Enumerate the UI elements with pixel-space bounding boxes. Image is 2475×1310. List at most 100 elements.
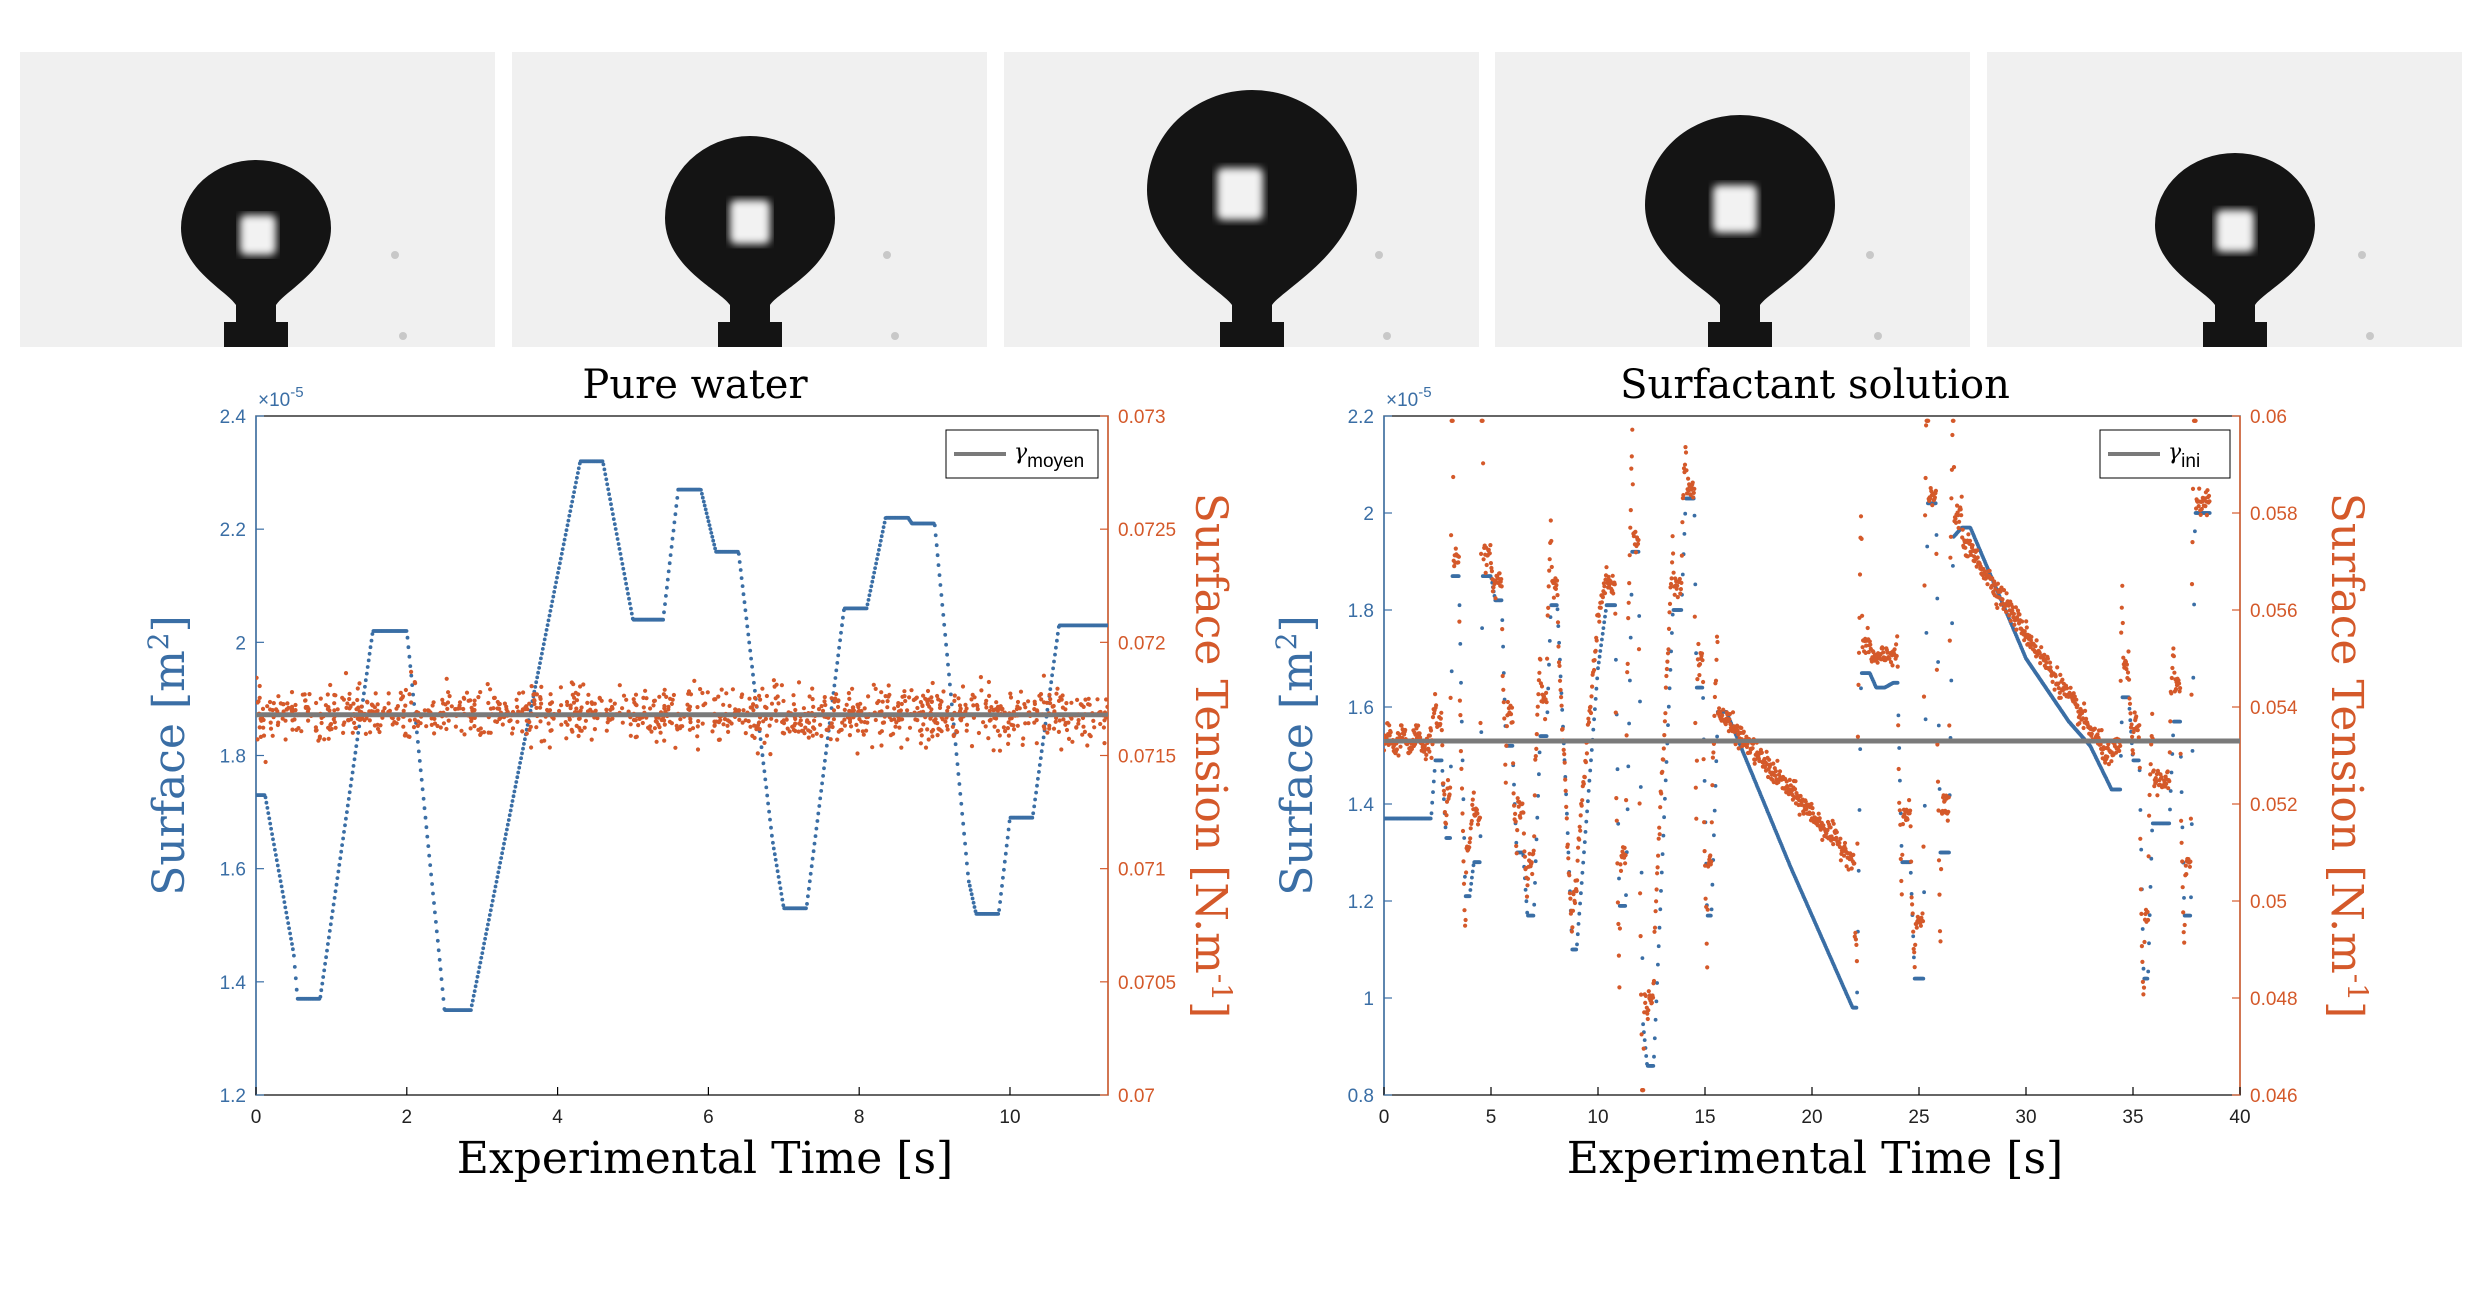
surface-point xyxy=(820,781,824,786)
surface-point xyxy=(1663,778,1668,783)
tension-point xyxy=(1663,711,1668,716)
tension-point xyxy=(1924,423,1929,428)
tension-point xyxy=(1817,816,1822,821)
surface-point xyxy=(1935,596,1940,601)
tension-point xyxy=(1860,613,1865,618)
surface-point xyxy=(1660,852,1665,856)
surface-point xyxy=(1576,922,1581,926)
tension-point xyxy=(1581,781,1586,787)
surface-point xyxy=(419,777,424,782)
tension-point xyxy=(1907,798,1912,803)
surface-point xyxy=(834,668,839,673)
x-tick-label: 6 xyxy=(703,1107,714,1128)
tension-point xyxy=(1510,720,1515,725)
surface-point xyxy=(945,652,949,657)
tension-point xyxy=(1582,775,1587,780)
surface-point xyxy=(2169,770,2174,775)
tension-point xyxy=(1946,809,1951,814)
tension-point xyxy=(995,728,1001,734)
surface-point xyxy=(1937,787,1942,791)
surface-point xyxy=(778,886,783,891)
tension-point xyxy=(857,717,862,722)
surface-point xyxy=(1670,612,1675,617)
tension-point xyxy=(1514,843,1519,849)
surface-point xyxy=(523,737,527,742)
surface-point xyxy=(494,879,499,884)
tension-point xyxy=(1638,891,1643,896)
surface-point xyxy=(1642,1038,1647,1042)
tension-point xyxy=(819,733,824,739)
tension-point xyxy=(1694,816,1699,821)
surface-point xyxy=(866,598,871,602)
tension-point xyxy=(1467,840,1472,845)
surface-point xyxy=(368,645,373,650)
tension-point xyxy=(1894,642,1899,647)
surface-point xyxy=(364,671,369,676)
surface-point xyxy=(880,529,885,534)
surface-point xyxy=(1523,887,1528,892)
surface-point xyxy=(326,942,330,946)
tension-point xyxy=(2126,677,2132,682)
surface-point xyxy=(1531,913,1536,918)
surface-point xyxy=(2191,675,2196,680)
surface-point xyxy=(1627,721,1631,726)
y-right-tick-label: 0.048 xyxy=(2250,989,2298,1010)
surface-point xyxy=(833,676,838,680)
surface-point xyxy=(1922,803,1927,808)
tension-point xyxy=(935,733,940,738)
surface-point xyxy=(882,520,887,525)
tension-point xyxy=(1921,844,1926,849)
tension-point xyxy=(1975,555,1980,560)
surface-point xyxy=(1565,811,1569,816)
surface-point xyxy=(1038,756,1043,760)
surface-point xyxy=(475,974,480,979)
surface-point xyxy=(1478,834,1483,839)
tension-point xyxy=(1801,811,1806,816)
surface-point xyxy=(363,684,367,689)
tension-point xyxy=(1557,678,1563,683)
tension-point xyxy=(1667,601,1673,607)
surface-point xyxy=(367,651,372,656)
tension-point xyxy=(2084,716,2089,722)
tension-point xyxy=(1710,755,1715,760)
surface-point xyxy=(611,517,616,521)
surface-point xyxy=(535,675,540,680)
surface-point xyxy=(424,825,429,830)
tension-point xyxy=(1458,713,1463,718)
surface-point xyxy=(575,475,579,480)
surface-point xyxy=(542,637,547,642)
tension-point xyxy=(1627,581,1632,586)
surface-point xyxy=(477,965,482,970)
tension-point xyxy=(1662,719,1667,724)
surface-point xyxy=(1656,962,1660,967)
surface-point xyxy=(769,825,773,830)
surface-point xyxy=(2190,749,2195,753)
tension-point xyxy=(1549,564,1554,570)
y-left-tick-label: 1.8 xyxy=(1348,601,1374,622)
tension-point xyxy=(2169,675,2174,681)
tension-point xyxy=(1881,650,1886,655)
tension-point xyxy=(1614,818,1619,823)
surface-point xyxy=(626,591,630,596)
tension-point xyxy=(2193,418,2198,423)
tension-point xyxy=(1604,565,1609,570)
tension-point xyxy=(1626,616,1631,621)
tension-point xyxy=(1423,757,1428,762)
tension-point xyxy=(2141,985,2147,990)
surface-point xyxy=(1461,797,1466,802)
tension-point xyxy=(1809,801,1814,807)
surface-point xyxy=(1666,723,1670,727)
y-right-tick-label: 0.072 xyxy=(1118,633,1166,654)
surface-point xyxy=(667,561,672,566)
surface-point xyxy=(1583,830,1588,834)
surface-point xyxy=(428,863,433,867)
surface-point xyxy=(489,903,494,908)
surface-point xyxy=(771,846,776,851)
surface-point xyxy=(486,922,490,927)
surface-point xyxy=(1035,783,1039,788)
tension-point xyxy=(1683,450,1689,455)
tension-point xyxy=(1865,625,1870,631)
surface-point xyxy=(1950,621,1954,626)
tension-point xyxy=(1855,841,1860,846)
tension-point xyxy=(1712,694,1717,700)
